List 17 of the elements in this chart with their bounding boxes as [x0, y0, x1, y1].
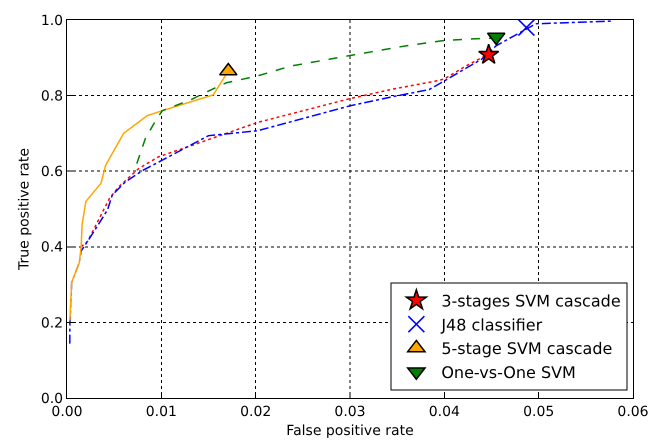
legend-label: One-vs-One SVM — [441, 362, 576, 382]
y-tick-label: 0.4 — [40, 240, 64, 256]
legend-label: J48 classifier — [440, 315, 543, 334]
y-tick-label: 0.2 — [40, 315, 64, 332]
x-tick-label: 0.06 — [617, 404, 649, 420]
y-tick-label: 1.0 — [40, 12, 64, 29]
x-tick-label: 0.05 — [523, 404, 554, 420]
legend-label: 3-stages SVM cascade — [441, 292, 621, 311]
y-tick-label: 0.6 — [40, 164, 64, 180]
x-axis-title: False positive rate — [286, 423, 414, 440]
x-tick-label: 0.04 — [428, 404, 460, 420]
x-tick-label: 0.03 — [334, 404, 366, 420]
y-axis-title: True positive rate — [16, 148, 32, 271]
legend-label: 5-stage SVM cascade — [441, 339, 612, 358]
y-tick-label: 0.8 — [40, 88, 64, 104]
x-tick-label: 0.02 — [240, 404, 272, 420]
x-tick-label: 0.01 — [146, 404, 177, 420]
